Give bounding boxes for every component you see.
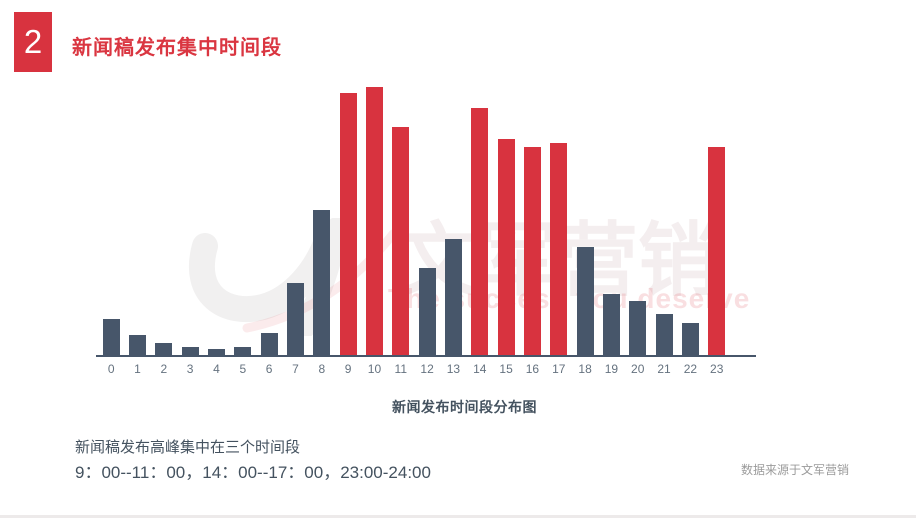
bar-column-6: [256, 332, 282, 356]
bar-hour-1: [128, 335, 146, 356]
x-tick-label-8: 8: [318, 362, 326, 376]
bar-hour-2: [155, 343, 173, 356]
bar-column-14: [467, 108, 493, 356]
bar-column-1: [124, 335, 150, 356]
bar-hour-8: [313, 209, 331, 356]
bar-column-8: [309, 209, 335, 356]
x-tick-label-6: 6: [265, 362, 273, 376]
bar-hour-3: [181, 347, 199, 356]
bar-hour-5: [234, 347, 252, 356]
bar-column-13: [440, 239, 466, 356]
x-tick-label-3: 3: [186, 362, 194, 376]
bar-hour-16: [523, 147, 541, 356]
data-source-note: 数据来源于文军营销: [740, 463, 849, 477]
bar-hour-9: [339, 92, 357, 356]
x-tick-label-19: 19: [604, 362, 619, 376]
bar-hour-14: [471, 108, 489, 356]
bar-column-2: [151, 343, 177, 356]
bar-hour-21: [655, 314, 673, 356]
bar-column-0: [98, 318, 124, 356]
summary-text-line1: 新闻稿发布高峰集中在三个时间段: [75, 439, 301, 456]
bar-column-3: [177, 347, 203, 356]
bar-hour-13: [444, 239, 462, 356]
x-tick-label-21: 21: [657, 362, 671, 376]
x-tick-label-17: 17: [552, 362, 566, 376]
x-axis-line: [96, 355, 756, 357]
bar-hour-18: [576, 247, 594, 356]
x-tick-label-7: 7: [292, 362, 299, 376]
bar-hour-7: [286, 283, 304, 356]
x-tick-label-18: 18: [578, 362, 592, 376]
bar-hour-4: [207, 349, 225, 356]
bar-column-9: [335, 92, 361, 356]
x-tick-label-4: 4: [213, 362, 220, 376]
bar-column-18: [572, 247, 598, 356]
bar-column-21: [651, 314, 677, 356]
x-tick-label-14: 14: [473, 362, 487, 376]
bar-column-19: [598, 294, 624, 356]
x-tick-label-11: 11: [394, 362, 407, 376]
bar-column-23: [704, 147, 730, 356]
bar-hour-0: [102, 318, 120, 356]
bar-hour-19: [602, 294, 620, 356]
x-tick-label-15: 15: [499, 362, 513, 376]
section-number-badge: 2: [14, 12, 52, 72]
section-number: 2: [23, 23, 43, 60]
x-tick-label-1: 1: [134, 362, 141, 376]
bar-hour-6: [260, 332, 278, 356]
bar-hour-11: [392, 127, 410, 356]
bar-column-17: [546, 143, 572, 356]
x-tick-label-5: 5: [239, 362, 247, 376]
plot-area: [98, 86, 730, 356]
bar-column-11: [388, 127, 414, 356]
bar-column-20: [625, 301, 651, 356]
bar-column-22: [677, 322, 703, 356]
x-tick-label-20: 20: [631, 362, 645, 376]
bar-hour-20: [629, 301, 647, 356]
bar-hour-15: [497, 138, 515, 356]
x-tick-label-0: 0: [107, 362, 115, 376]
bar-column-12: [414, 268, 440, 356]
chart-caption: 新闻发布时间段分布图: [392, 399, 537, 415]
bar-column-7: [282, 283, 308, 356]
bar-column-16: [519, 147, 545, 356]
bar-column-10: [361, 87, 387, 356]
x-tick-label-13: 13: [446, 362, 461, 376]
x-tick-label-12: 12: [420, 362, 434, 376]
bar-hour-10: [365, 87, 383, 356]
x-tick-label-9: 9: [344, 362, 352, 376]
page-title: 新闻稿发布集中时间段: [72, 37, 282, 59]
x-axis-labels: 0 1 2 3 4 5 6 7 8 9 10 11 12 13 14 15 16 17 18 19 20 21 22 23: [98, 362, 730, 376]
bar-hour-22: [681, 322, 699, 356]
bar-hour-17: [550, 143, 568, 356]
bar-column-5: [230, 347, 256, 356]
x-tick-label-22: 22: [683, 362, 698, 376]
x-tick-label-2: 2: [160, 362, 168, 376]
x-tick-label-10: 10: [367, 362, 382, 376]
x-tick-label-23: 23: [710, 362, 724, 376]
summary-text-line2: 9：00--11：00，14：00--17：00，23:00-24:00: [75, 463, 431, 482]
bar-hour-12: [418, 268, 436, 356]
bar-column-4: [203, 349, 229, 356]
bar-column-15: [493, 138, 519, 356]
x-tick-label-16: 16: [525, 362, 540, 376]
bar-hour-23: [708, 147, 726, 356]
